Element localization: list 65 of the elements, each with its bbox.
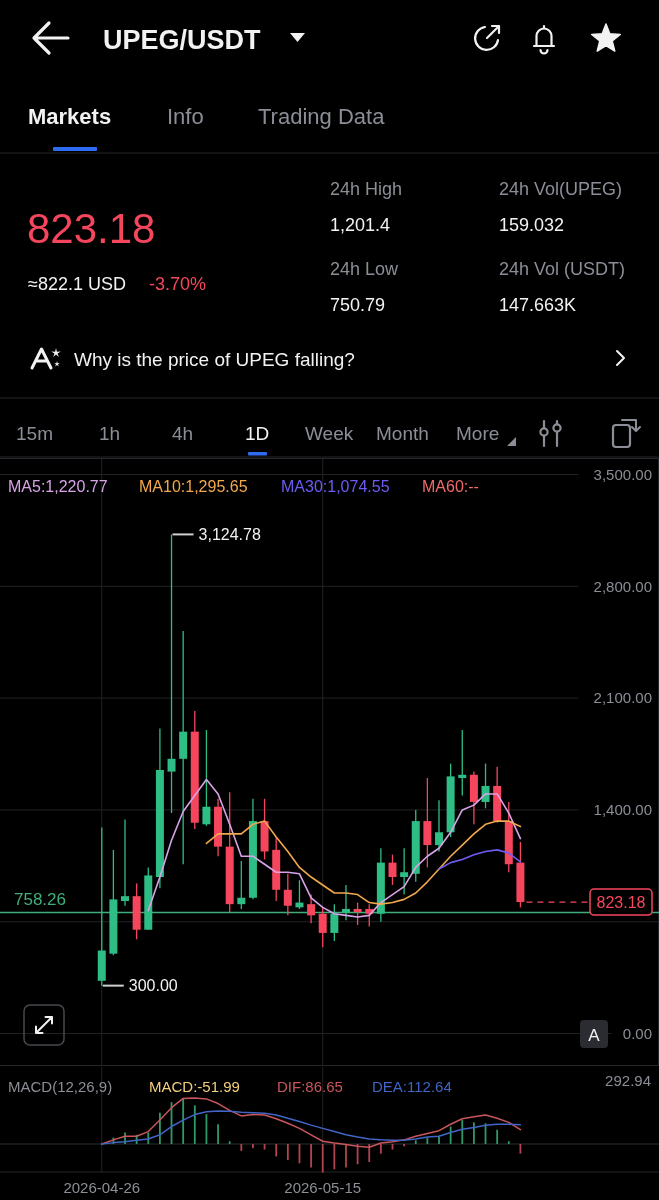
candlestick bbox=[423, 777, 432, 869]
text: Trading Data bbox=[258, 104, 386, 129]
candlestick bbox=[237, 860, 246, 910]
text: ≈822.1 USD bbox=[28, 274, 126, 294]
candlestick bbox=[179, 630, 188, 865]
text: -3.70% bbox=[149, 274, 207, 294]
candlestick bbox=[330, 903, 339, 942]
text: More bbox=[456, 423, 500, 444]
text: UPEG/USDT bbox=[103, 25, 262, 55]
y-tick-label: 2,100.00 bbox=[593, 689, 652, 707]
text: 147.663K bbox=[499, 295, 577, 315]
y-tick-label: 3,500.00 bbox=[593, 465, 652, 483]
text: 292.94 bbox=[605, 1072, 651, 1089]
ref-line-label: 823.18 bbox=[596, 893, 646, 911]
text: 24h Vol (USDT) bbox=[499, 259, 626, 279]
text: 24h High bbox=[330, 179, 403, 199]
text: 1h bbox=[99, 423, 121, 444]
x-tick-label: 2026-04-26 bbox=[63, 1179, 141, 1196]
text: MA10:1,295.65 bbox=[139, 477, 248, 495]
text: 24h Low bbox=[330, 259, 400, 279]
price-tag: 823.18 bbox=[589, 888, 653, 916]
text: Markets bbox=[28, 104, 112, 129]
candlestick bbox=[353, 901, 362, 926]
text: 823.18 bbox=[27, 205, 156, 252]
candlestick bbox=[167, 533, 176, 814]
candlestick bbox=[341, 884, 350, 921]
candlestick bbox=[307, 893, 316, 924]
line-series bbox=[438, 849, 522, 870]
annotation: 3,124.78 bbox=[198, 525, 261, 543]
text: Month bbox=[376, 423, 429, 444]
letter-button: A bbox=[580, 1020, 608, 1048]
text: 1D bbox=[245, 423, 270, 444]
candlestick bbox=[365, 903, 374, 928]
chart-title: MACD(12,26,9) bbox=[8, 1078, 113, 1095]
candlestick bbox=[388, 854, 397, 886]
text: MA30:1,074.55 bbox=[281, 477, 390, 495]
candlestick bbox=[202, 729, 211, 827]
series-label: DIF:86.65 bbox=[277, 1078, 343, 1095]
x-tick-label: 2026-05-15 bbox=[284, 1179, 362, 1196]
line-series bbox=[205, 820, 522, 905]
text: Info bbox=[167, 104, 204, 129]
legend-label: MA60:-- bbox=[422, 477, 479, 495]
candlestick bbox=[400, 847, 409, 896]
text: MA5:1,220.77 bbox=[8, 477, 108, 495]
text: 24h Vol(UPEG) bbox=[499, 179, 623, 199]
text: 4h bbox=[172, 423, 194, 444]
annotation: A bbox=[588, 1025, 601, 1045]
text: 159.032 bbox=[499, 215, 565, 235]
candlestick bbox=[121, 818, 130, 907]
text: Week bbox=[305, 423, 354, 444]
candlestick bbox=[458, 729, 467, 797]
y-tick-label: 2,800.00 bbox=[593, 577, 652, 595]
text: 1,201.4 bbox=[330, 215, 391, 235]
text: DEA:112.64 bbox=[372, 1078, 452, 1095]
y-tick-label: 1,400.00 bbox=[593, 801, 652, 819]
text: 750.79 bbox=[330, 295, 386, 315]
text: Why is the price of UPEG falling? bbox=[74, 349, 355, 370]
text: 15m bbox=[16, 423, 53, 444]
y-tick-label: 0.00 bbox=[622, 1024, 652, 1042]
candlestick bbox=[283, 873, 292, 916]
candlestick bbox=[435, 799, 444, 853]
ref-line-label: 758.26 bbox=[14, 890, 66, 910]
text: MACD:-51.99 bbox=[149, 1078, 240, 1095]
annotation: 300.00 bbox=[128, 977, 178, 995]
candlestick bbox=[318, 906, 327, 948]
